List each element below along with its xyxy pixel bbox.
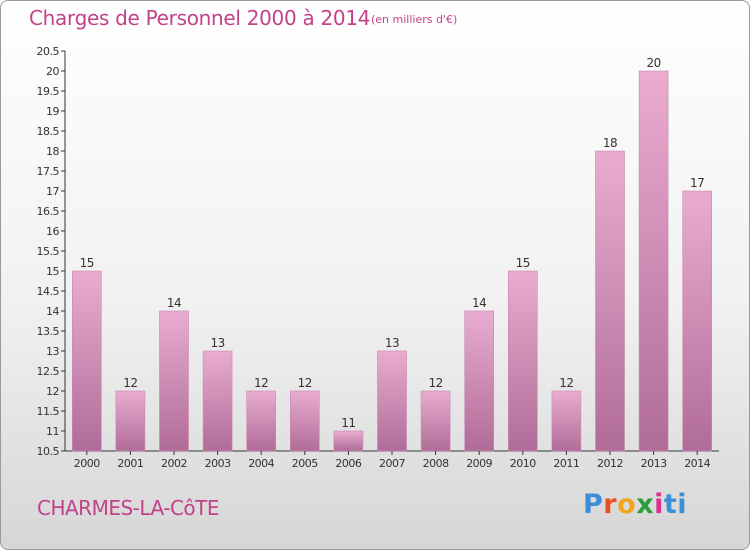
bar bbox=[638, 70, 669, 452]
y-tick-label: 17.5 bbox=[37, 165, 60, 178]
bar-value-label: 15 bbox=[516, 256, 530, 270]
bar-value-label: 14 bbox=[167, 296, 181, 310]
bar bbox=[595, 150, 625, 452]
bar-value-label: 12 bbox=[254, 376, 268, 390]
y-tick-label: 14 bbox=[46, 305, 59, 318]
bar bbox=[464, 310, 495, 452]
x-tick-label: 2002 bbox=[161, 457, 187, 470]
y-tick-label: 13.5 bbox=[37, 325, 60, 338]
bar bbox=[72, 270, 102, 452]
bar bbox=[420, 390, 451, 452]
bar bbox=[551, 390, 582, 452]
bar-value-label: 12 bbox=[298, 376, 312, 390]
x-tick-label: 2000 bbox=[74, 457, 100, 470]
bar-value-label: 12 bbox=[428, 376, 442, 390]
y-tick-label: 16 bbox=[46, 225, 59, 238]
y-tick-label: 20.5 bbox=[37, 45, 60, 58]
bar-value-label: 14 bbox=[472, 296, 486, 310]
y-tick-label: 10.5 bbox=[37, 445, 60, 458]
x-tick-label: 2006 bbox=[335, 457, 361, 470]
bar bbox=[289, 390, 320, 452]
bar bbox=[202, 350, 233, 452]
x-tick-label: 2009 bbox=[466, 457, 492, 470]
x-tick-label: 2012 bbox=[597, 457, 623, 470]
bar-value-label: 11 bbox=[341, 416, 355, 430]
proxiti-logo: Proxiti bbox=[583, 489, 688, 520]
bar-value-label: 18 bbox=[603, 136, 617, 150]
bar bbox=[159, 310, 189, 452]
chart-subtitle: (en milliers d'€) bbox=[371, 13, 458, 26]
y-tick-label: 16.5 bbox=[37, 205, 60, 218]
x-tick-label: 2004 bbox=[248, 457, 274, 470]
y-tick-label: 19.5 bbox=[37, 85, 60, 98]
bar-value-label: 20 bbox=[646, 56, 660, 70]
y-tick-label: 12.5 bbox=[37, 365, 60, 378]
bar bbox=[333, 430, 364, 452]
y-tick-label: 18.5 bbox=[37, 125, 60, 138]
bar-value-label: 13 bbox=[210, 336, 224, 350]
bar-value-label: 13 bbox=[385, 336, 399, 350]
bar bbox=[246, 390, 276, 452]
bar-value-label: 15 bbox=[80, 256, 94, 270]
y-tick-label: 15 bbox=[46, 265, 59, 278]
bar bbox=[377, 350, 407, 452]
x-tick-label: 2011 bbox=[553, 457, 579, 470]
y-tick-label: 15.5 bbox=[37, 245, 60, 258]
x-tick-label: 2001 bbox=[117, 457, 143, 470]
bar-value-label: 17 bbox=[690, 176, 704, 190]
x-tick-label: 2008 bbox=[423, 457, 449, 470]
x-tick-label: 2013 bbox=[641, 457, 667, 470]
bar-value-label: 12 bbox=[559, 376, 573, 390]
y-tick-label: 13 bbox=[46, 345, 59, 358]
x-tick-label: 2010 bbox=[510, 457, 536, 470]
bar bbox=[115, 390, 146, 452]
y-tick-label: 11 bbox=[46, 425, 59, 438]
y-tick-label: 19 bbox=[46, 105, 59, 118]
y-tick-label: 17 bbox=[46, 185, 59, 198]
y-tick-label: 12 bbox=[46, 385, 59, 398]
x-tick-label: 2003 bbox=[205, 457, 231, 470]
bar bbox=[507, 270, 538, 452]
bar bbox=[682, 190, 713, 452]
x-tick-label: 2014 bbox=[684, 457, 710, 470]
bar-value-label: 12 bbox=[123, 376, 137, 390]
x-tick-label: 2007 bbox=[379, 457, 405, 470]
chart-title: Charges de Personnel 2000 à 2014 bbox=[29, 6, 371, 30]
y-tick-label: 20 bbox=[46, 65, 59, 78]
y-tick-label: 18 bbox=[46, 145, 59, 158]
commune-name: CHARMES-LA-CôTE bbox=[37, 496, 220, 520]
y-tick-label: 11.5 bbox=[37, 405, 60, 418]
y-tick-label: 14.5 bbox=[37, 285, 60, 298]
x-tick-label: 2005 bbox=[292, 457, 318, 470]
